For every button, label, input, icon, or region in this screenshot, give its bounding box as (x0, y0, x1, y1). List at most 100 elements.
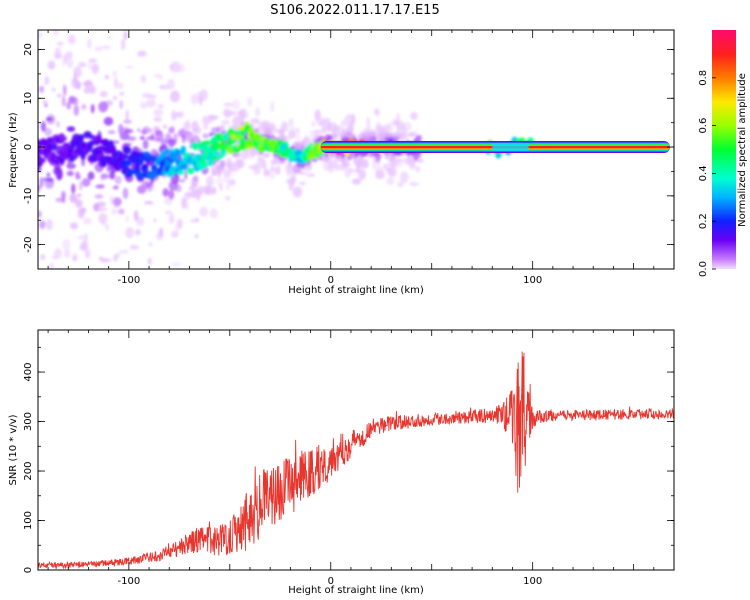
spectral-blob (211, 186, 217, 195)
spectral-blob (254, 107, 261, 117)
spectral-blob (48, 314, 55, 326)
snr-frame (37, 329, 675, 571)
colorbar-tick-label: 0.8 (698, 70, 709, 86)
x-tick-label: -100 (118, 576, 141, 587)
spectral-blob (176, 63, 186, 73)
spectral-blob (110, 195, 115, 205)
spectral-blob (77, 234, 87, 241)
spectral-blob (253, 133, 261, 143)
spectral-blob (72, 272, 77, 283)
spectral-blob (127, 136, 137, 142)
spectral-blob (228, 125, 236, 129)
spectral-blob (81, 178, 91, 187)
spectral-blob (223, 176, 231, 184)
y-tick-label: 400 (23, 363, 34, 382)
spectral-blob (196, 185, 205, 194)
spectral-blob (150, 133, 155, 141)
spectral-blob (212, 149, 219, 157)
spectral-blob (107, 35, 112, 40)
spectrogram-y-axis-label: Frequency (Hz) (8, 112, 19, 188)
spectral-blob (226, 183, 230, 190)
spectral-blob (195, 153, 203, 160)
spectral-blob (78, 300, 81, 303)
spectral-blob (38, 184, 41, 193)
spectral-blob (323, 117, 332, 122)
spectral-blob (107, 130, 116, 135)
spectral-blob (168, 138, 175, 150)
spectral-blob (222, 169, 232, 177)
spectral-blob (179, 178, 186, 183)
spectral-blob (358, 158, 364, 162)
spectral-blob (158, 118, 162, 122)
spectral-blob (394, 158, 402, 163)
spectral-blob (366, 116, 370, 129)
spectral-blob (167, 189, 175, 200)
spectral-blob (83, 86, 91, 94)
spectral-blob (133, 210, 139, 222)
spectral-blob (39, 254, 46, 261)
spectral-blob (239, 129, 246, 137)
spectral-blob (163, 197, 173, 206)
spectral-blob (231, 99, 241, 110)
spectral-blob (97, 145, 106, 152)
spectral-blob (103, 116, 114, 126)
spectral-blob (77, 280, 82, 283)
spectral-blob (78, 181, 83, 191)
colorbar-tick-label: 0.2 (698, 213, 709, 229)
spectral-blob (309, 164, 313, 171)
spectral-blob (396, 113, 401, 123)
spectral-blob (99, 90, 108, 98)
y-tick-label: 0 (23, 567, 34, 573)
spectral-blob (117, 82, 124, 90)
spectrogram-x-axis-label: Height of straight line (km) (288, 285, 424, 296)
spectral-blob (416, 158, 424, 163)
spectral-blob (382, 125, 387, 135)
spectral-blob (389, 166, 398, 177)
spectral-blob (77, 208, 85, 219)
spectral-blob (415, 165, 421, 173)
spectral-blob (142, 128, 146, 136)
spectral-blob (299, 171, 307, 175)
spectral-blob (92, 273, 99, 282)
spectral-blob (147, 257, 152, 266)
spectral-blob (134, 147, 140, 152)
colorbar-tick-label: 0.4 (698, 165, 709, 181)
spectral-blob (142, 139, 149, 150)
spectral-blob (125, 227, 135, 239)
spectral-blob (292, 186, 303, 198)
spectral-blob (44, 177, 55, 189)
spectral-blob (181, 134, 186, 144)
y-tick-label: 200 (23, 461, 34, 480)
spectral-blob (383, 165, 388, 169)
spectral-blob (375, 121, 381, 133)
spectral-blob (97, 212, 108, 224)
spectral-blob (38, 85, 45, 93)
spectral-blob (162, 188, 170, 197)
carrier-band-disturbance (492, 143, 529, 152)
spectral-blob (170, 230, 179, 238)
spectral-blob (75, 80, 82, 90)
spectral-blob (56, 120, 60, 128)
spectral-blob (332, 164, 341, 172)
spectral-blob (63, 84, 67, 96)
spectrogram-frame (37, 29, 675, 270)
spectral-blob (109, 171, 116, 180)
spectral-blob (40, 121, 47, 132)
spectral-blob (344, 114, 354, 126)
spectral-blob (112, 95, 118, 101)
spectral-blob (56, 145, 65, 152)
spectral-blob (145, 278, 154, 285)
spectral-blob (223, 102, 234, 107)
spectral-blob (384, 151, 389, 160)
spectral-blob (288, 118, 294, 128)
spectral-blob (44, 76, 50, 86)
snr-x-ticks: -100 0 100 (47, 330, 675, 587)
spectral-blob (247, 96, 252, 107)
spectral-blob (391, 136, 400, 141)
spectral-blob (286, 179, 295, 185)
spectral-blob (399, 171, 409, 184)
spectral-blob (116, 252, 121, 258)
spectral-blob (185, 119, 190, 124)
spectral-blob (67, 34, 76, 45)
